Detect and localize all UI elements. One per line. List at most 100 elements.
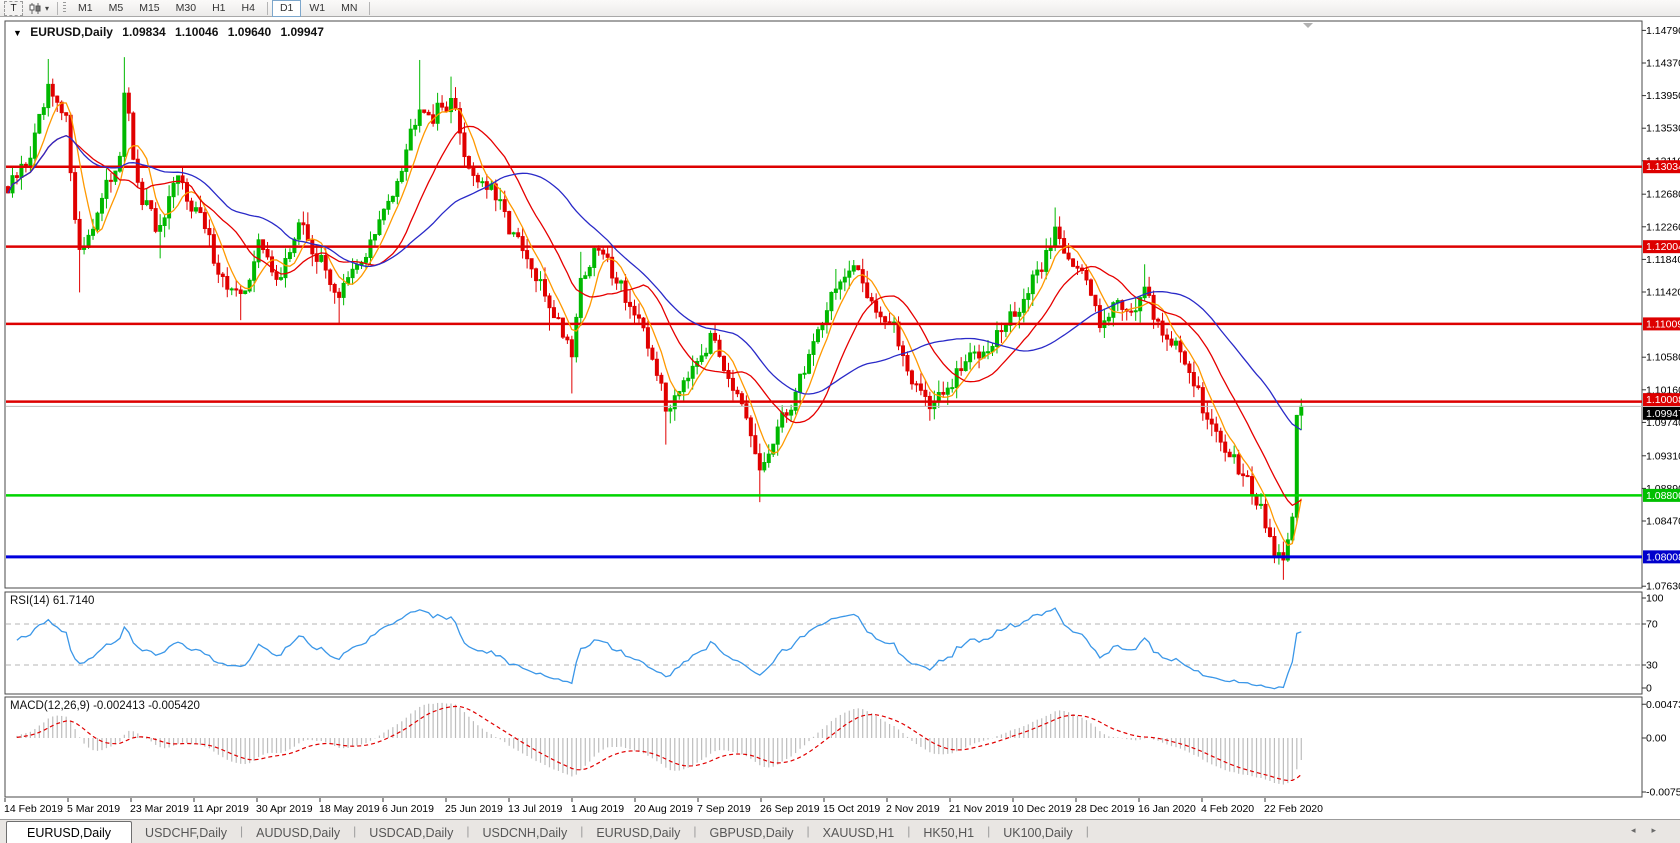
tab-scroll-right-icon[interactable]: ▸ bbox=[1651, 825, 1656, 835]
candle-body bbox=[149, 200, 154, 210]
chart-shift-marker-icon[interactable] bbox=[1303, 23, 1313, 28]
timeframe-button-M1[interactable]: M1 bbox=[78, 1, 93, 14]
symbol-tab-usdcnh-daily[interactable]: USDCNH,Daily bbox=[482, 826, 568, 840]
candle-body bbox=[287, 252, 292, 260]
tab-scroll-left-icon[interactable]: ◂ bbox=[1630, 825, 1636, 835]
date-tick-label: 11 Apr 2019 bbox=[193, 803, 249, 815]
rsi-axis[interactable]: 100 70 30 0 bbox=[1641, 593, 1664, 695]
symbol-tab-eurusd-daily[interactable]: EURUSD,Daily bbox=[6, 821, 133, 843]
timeframe-button-MN[interactable]: MN bbox=[341, 1, 358, 14]
symbol-tab-xauusd-h1[interactable]: XAUUSD,H1 bbox=[822, 826, 895, 840]
candle-body bbox=[77, 218, 82, 250]
symbol-tab-eurusd-daily[interactable]: EURUSD,Daily bbox=[596, 826, 681, 840]
timeframe-button-M5[interactable]: M5 bbox=[108, 1, 124, 14]
candle-body bbox=[99, 197, 104, 214]
symbol-tab-uk100-daily[interactable]: UK100,Daily bbox=[1003, 826, 1073, 840]
rsi-panel[interactable] bbox=[4, 591, 1643, 695]
timeframe-button-D1[interactable]: D1 bbox=[271, 0, 302, 17]
symbol-tab-usdcad-daily[interactable]: USDCAD,Daily bbox=[369, 826, 454, 840]
candle-body bbox=[1245, 475, 1250, 478]
candle-body bbox=[1214, 423, 1219, 432]
symbol-tab-gbpusd-daily[interactable]: GBPUSD,Daily bbox=[709, 826, 794, 840]
candle-body bbox=[959, 368, 964, 372]
timeframe-button-M30[interactable]: M30 bbox=[175, 1, 197, 14]
symbol-dropdown-icon[interactable]: ▼ bbox=[13, 28, 22, 38]
candle-body bbox=[659, 374, 664, 384]
price-tick-label: 1.13950 bbox=[1646, 90, 1680, 102]
timeframe-button-H1[interactable]: H1 bbox=[212, 1, 226, 14]
candle-body bbox=[507, 211, 512, 235]
candle-body bbox=[68, 114, 73, 174]
date-tick-label: 1 Aug 2019 bbox=[571, 803, 624, 815]
candle-body bbox=[950, 387, 955, 390]
candle-body bbox=[596, 248, 601, 251]
candle-body bbox=[735, 389, 740, 395]
toolbar-grip[interactable] bbox=[63, 2, 67, 14]
price-line-label-box bbox=[1643, 160, 1680, 174]
macd-axis[interactable]: 0.004738 0.00 -0.00758 bbox=[1641, 699, 1680, 799]
candle-body bbox=[493, 183, 498, 201]
candle-body bbox=[932, 401, 937, 410]
symbol-title: EURUSD,Daily bbox=[30, 25, 113, 39]
candle-body bbox=[1191, 372, 1196, 387]
time-axis[interactable]: 14 Feb 2019 5 Mar 2019 23 Mar 2019 11 Apr 2… bbox=[4, 798, 1323, 815]
candle-body bbox=[1053, 226, 1058, 247]
date-tick-label: 21 Nov 2019 bbox=[949, 803, 1009, 815]
macd-panel[interactable] bbox=[4, 696, 1643, 798]
candle-body bbox=[270, 256, 275, 273]
macd-tick-label: -0.00758 bbox=[1646, 786, 1680, 798]
timeframe-group: M1 M5 M15 M30 H1 H4 D1 W1 MN bbox=[70, 0, 374, 17]
symbol-tab-audusd-daily[interactable]: AUDUSD,Daily bbox=[256, 826, 341, 840]
candle-body bbox=[377, 219, 382, 236]
price-tick-label: 1.09310 bbox=[1646, 450, 1680, 462]
candle-body bbox=[1026, 293, 1031, 300]
date-tick-label: 4 Feb 2020 bbox=[1201, 803, 1254, 815]
text-tool-button[interactable]: T bbox=[4, 0, 23, 16]
candle-body bbox=[1138, 297, 1143, 312]
candle-body bbox=[243, 290, 248, 295]
symbol-tab-hk50-h1[interactable]: HK50,H1 bbox=[923, 826, 975, 840]
tab-divider: | bbox=[353, 823, 357, 838]
candle-body bbox=[529, 258, 534, 270]
candle-body bbox=[766, 453, 771, 464]
candle-body bbox=[1263, 503, 1268, 529]
candle-body bbox=[986, 351, 991, 354]
macd-histogram bbox=[16, 702, 1302, 785]
candle-body bbox=[748, 417, 753, 437]
price-tick-label: 1.11840 bbox=[1646, 254, 1680, 266]
timeframe-button-M15[interactable]: M15 bbox=[139, 1, 160, 14]
candle-body bbox=[833, 288, 838, 293]
candle-body bbox=[534, 268, 539, 282]
price-tick-label: 1.09740 bbox=[1646, 417, 1680, 429]
main-price-panel[interactable] bbox=[4, 20, 1643, 589]
candle-body bbox=[1294, 414, 1299, 518]
top-toolbar: T ▾ M1 M5 M15 M30 H1 H4 D1 W1 MN bbox=[0, 0, 1680, 17]
tab-divider: | bbox=[466, 823, 470, 838]
candle-body bbox=[171, 182, 176, 198]
candle-body bbox=[909, 370, 914, 385]
candle-body bbox=[560, 317, 565, 338]
price-axis[interactable]: 1.147901.143701.139501.135301.131101.126… bbox=[1641, 25, 1680, 593]
symbol-tab-usdchf-daily[interactable]: USDCHF,Daily bbox=[145, 826, 227, 840]
date-tick-label: 15 Oct 2019 bbox=[823, 803, 880, 815]
chart-type-button[interactable]: ▾ bbox=[28, 1, 49, 16]
candle-body bbox=[842, 276, 847, 283]
candle-body bbox=[395, 180, 400, 197]
candle-body bbox=[730, 377, 735, 391]
candle-body bbox=[1232, 454, 1237, 458]
candle-body bbox=[1205, 412, 1210, 420]
candle-body bbox=[350, 268, 355, 279]
timeframe-button-W1[interactable]: W1 bbox=[309, 1, 326, 14]
macd-tick-label: 0.004738 bbox=[1646, 699, 1680, 711]
rsi-line bbox=[16, 607, 1302, 690]
timeframe-button-H4[interactable]: H4 bbox=[241, 1, 255, 14]
candle-body bbox=[1227, 451, 1232, 458]
candle-body bbox=[941, 391, 946, 395]
candle-body bbox=[408, 128, 413, 151]
candle-body bbox=[538, 279, 543, 282]
candle-body bbox=[663, 382, 668, 412]
candle-body bbox=[1173, 340, 1178, 346]
candle-body bbox=[466, 156, 471, 169]
candle-body bbox=[234, 288, 239, 291]
